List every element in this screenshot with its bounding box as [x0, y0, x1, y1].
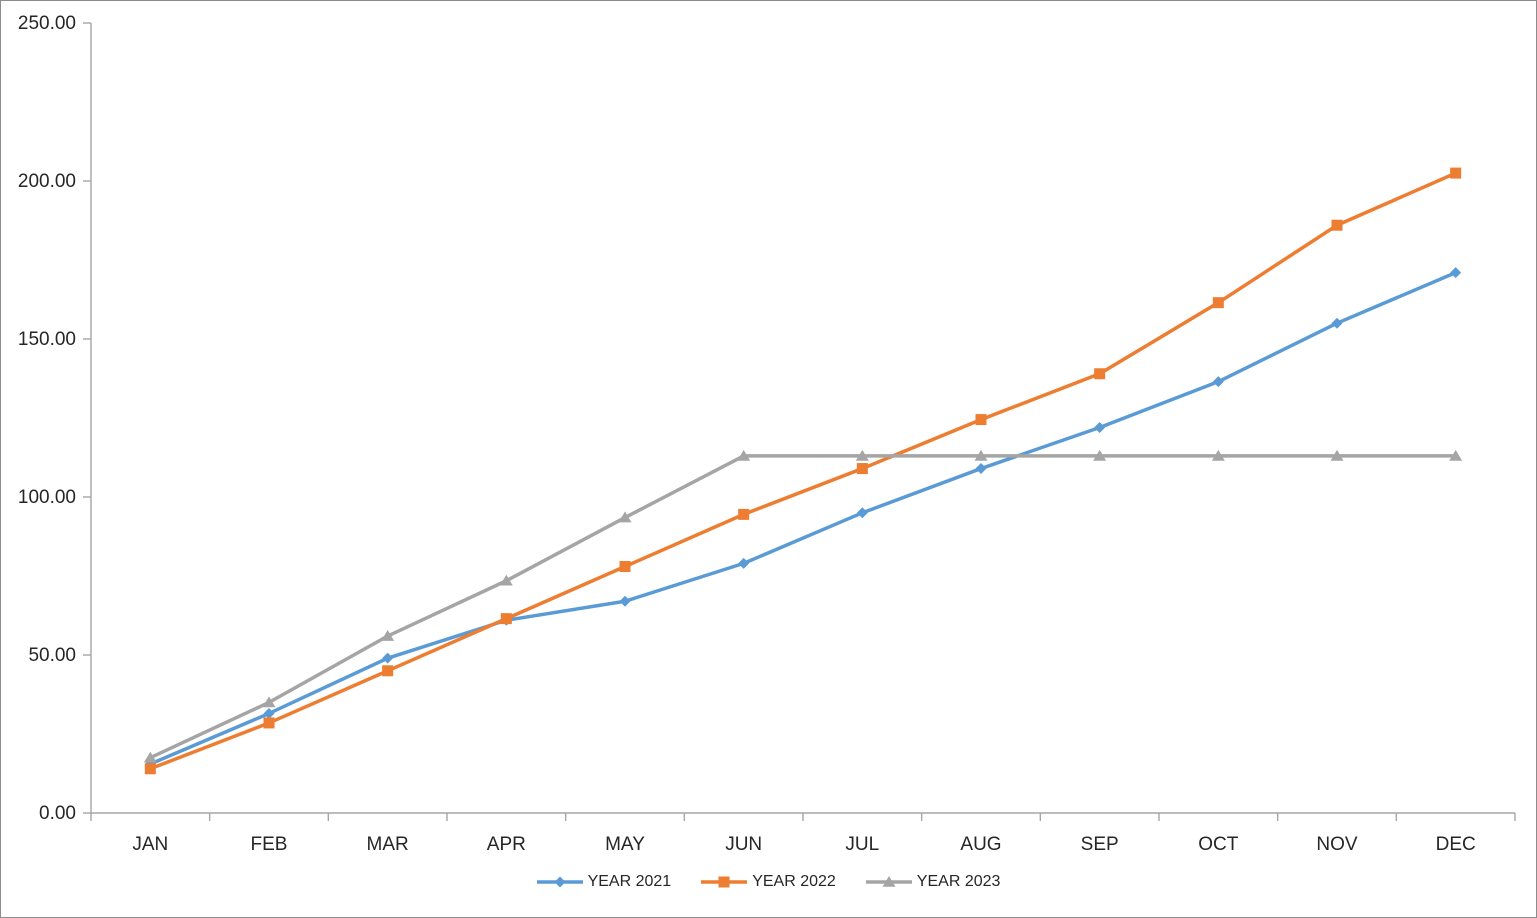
data-point-triangle: [1449, 449, 1463, 461]
data-point-square: [1450, 167, 1462, 179]
x-axis-category-label: JUL: [845, 834, 879, 855]
series-year-2021[interactable]: [144, 267, 1462, 770]
data-point-square: [1212, 297, 1224, 309]
data-point-diamond: [619, 595, 631, 607]
data-point-triangle: [1211, 449, 1225, 461]
x-axis-category-label: JUN: [725, 834, 762, 855]
data-point-square: [500, 613, 512, 625]
data-point-square: [975, 414, 987, 426]
data-point-square: [1331, 219, 1343, 231]
data-point-diamond: [1094, 421, 1106, 433]
legend-marker-year-2022-icon: [701, 876, 748, 888]
axis-lines: [90, 23, 1515, 814]
data-point-triangle: [499, 574, 513, 586]
data-point-triangle: [1330, 449, 1344, 461]
x-axis-category-label: APR: [487, 834, 526, 855]
x-axis-category-label: NOV: [1316, 834, 1358, 855]
data-point-square: [619, 561, 631, 573]
legend-item-year-2022[interactable]: YEAR 2022: [701, 873, 836, 891]
y-axis-tick-label: 250.00: [18, 13, 76, 34]
series-year-2023[interactable]: [143, 449, 1463, 763]
data-point-square: [382, 665, 394, 677]
x-axis-category-label: OCT: [1198, 834, 1239, 855]
data-point-diamond: [554, 876, 566, 888]
legend-label-year-2021: YEAR 2021: [587, 873, 672, 890]
data-point-square: [738, 508, 750, 520]
x-axis-category-label: FEB: [251, 834, 288, 855]
data-point-triangle: [381, 630, 395, 641]
y-axis-tick-label: 150.00: [18, 329, 76, 350]
x-axis-category-label: MAR: [367, 834, 409, 855]
x-axis-category-label: AUG: [960, 834, 1001, 855]
data-point-triangle: [143, 751, 157, 763]
data-point-triangle: [618, 511, 632, 523]
data-point-diamond: [975, 463, 987, 475]
data-point-diamond: [1450, 267, 1462, 279]
x-axis-category-label: SEP: [1081, 834, 1119, 855]
x-axis-category-label: JAN: [132, 834, 168, 855]
data-point-triangle: [262, 696, 276, 708]
data-point-triangle: [737, 449, 751, 461]
data-point-diamond: [1212, 376, 1224, 388]
data-point-square: [856, 463, 868, 475]
data-point-diamond: [1331, 317, 1343, 329]
data-point-diamond: [856, 507, 868, 519]
legend: YEAR 2021 YEAR 2022 YEAR 2023: [1, 873, 1536, 891]
legend-label-year-2023: YEAR 2023: [916, 873, 1001, 890]
data-point-triangle: [855, 449, 869, 461]
series-year-2022[interactable]: [144, 167, 1462, 775]
series-line: [148, 454, 1458, 760]
x-axis-category-label: MAY: [605, 834, 645, 855]
legend-label-year-2022: YEAR 2022: [752, 873, 836, 890]
legend-marker-year-2021-icon: [536, 876, 583, 888]
legend-item-year-2021[interactable]: YEAR 2021: [536, 873, 672, 891]
y-axis-tick-label: 0.00: [39, 803, 76, 824]
data-point-triangle: [1093, 449, 1107, 461]
data-point-square: [144, 763, 156, 775]
series-line: [148, 171, 1458, 771]
data-point-diamond: [382, 652, 394, 664]
data-point-square: [263, 717, 275, 729]
y-axis-tick-label: 50.00: [28, 645, 76, 666]
legend-item-year-2023[interactable]: YEAR 2023: [865, 873, 1001, 891]
y-axis-tick-label: 200.00: [18, 171, 76, 192]
x-axis-category-label: DEC: [1436, 834, 1476, 855]
data-point-diamond: [263, 707, 275, 719]
data-point-diamond: [738, 557, 750, 569]
data-point-square: [718, 876, 730, 888]
legend-marker-year-2023-icon: [865, 876, 912, 887]
series-line: [148, 270, 1458, 766]
y-axis-tick-label: 100.00: [18, 487, 76, 508]
data-point-triangle: [974, 449, 988, 461]
data-point-triangle: [882, 876, 896, 887]
data-point-square: [1094, 368, 1106, 380]
